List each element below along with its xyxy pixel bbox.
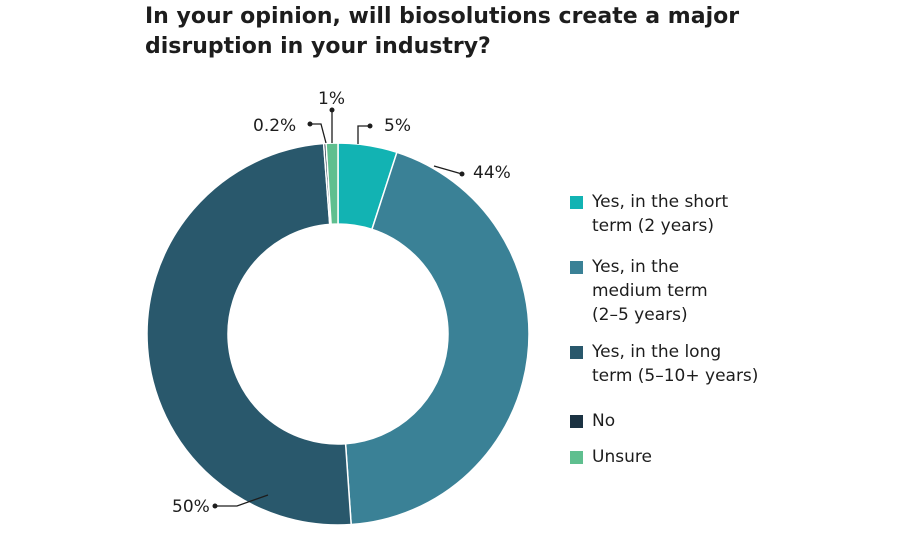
legend-label-short-term-line-2: term (2 years) bbox=[592, 216, 715, 236]
legend-item-medium-term: Yes, in the medium term (2–5 years) bbox=[570, 255, 708, 327]
legend-swatch-unsure bbox=[570, 451, 583, 464]
leader-line-no bbox=[310, 123, 327, 144]
data-label-long-term: 50% bbox=[172, 497, 210, 517]
leader-line-short-term bbox=[357, 125, 370, 144]
legend-item-long-term: Yes, in the long term (5–10+ years) bbox=[570, 340, 758, 388]
data-label-unsure: 1% bbox=[318, 89, 345, 109]
chart-title-line-1: In your opinion, will biosolutions creat… bbox=[145, 4, 740, 29]
legend-item-no: No bbox=[570, 409, 615, 433]
legend-item-short-term: Yes, in the short term (2 years) bbox=[570, 190, 728, 238]
data-label-short-term: 5% bbox=[384, 116, 411, 136]
donut-slices bbox=[146, 142, 530, 526]
legend-item-unsure: Unsure bbox=[570, 445, 652, 469]
legend-label-unsure: Unsure bbox=[592, 447, 652, 467]
label-leaders bbox=[212, 107, 465, 509]
data-label-medium-term: 44% bbox=[473, 163, 511, 183]
legend-label-medium-term-line-2: medium term bbox=[592, 281, 708, 301]
leader-line-medium-term bbox=[433, 165, 463, 175]
legend-label-no: No bbox=[592, 411, 616, 431]
chart-title-line-2: disruption in your industry? bbox=[145, 34, 491, 59]
leader-line-long-term bbox=[215, 494, 269, 507]
legend-swatch-no bbox=[570, 415, 583, 428]
leader-dot-short-term bbox=[367, 123, 373, 129]
leader-dot-no bbox=[307, 121, 313, 127]
slice-unsure bbox=[325, 142, 339, 226]
data-label-no: 0.2% bbox=[253, 116, 296, 136]
legend-label-medium-term-line-1: Yes, in the bbox=[592, 257, 680, 277]
leader-dot-medium-term bbox=[459, 171, 465, 177]
legend-swatch-short-term bbox=[570, 196, 583, 209]
legend-label-short-term-line-1: Yes, in the short bbox=[592, 192, 729, 212]
leader-dot-long-term bbox=[212, 503, 218, 509]
legend-label-long-term-line-2: term (5–10+ years) bbox=[592, 366, 759, 386]
slice-long-term bbox=[146, 142, 352, 526]
legend-label-medium-term-line-3: (2–5 years) bbox=[592, 305, 688, 325]
leader-dot-unsure bbox=[329, 107, 335, 113]
chart-title: In your opinion, will biosolutions creat… bbox=[145, 2, 845, 62]
slice-medium-term bbox=[344, 151, 530, 526]
legend-swatch-medium-term bbox=[570, 261, 583, 274]
data-labels: 5% 44% 50% 0.2% 1% bbox=[172, 89, 511, 517]
legend-label-long-term-line-1: Yes, in the long bbox=[592, 342, 722, 362]
legend-swatch-long-term bbox=[570, 346, 583, 359]
